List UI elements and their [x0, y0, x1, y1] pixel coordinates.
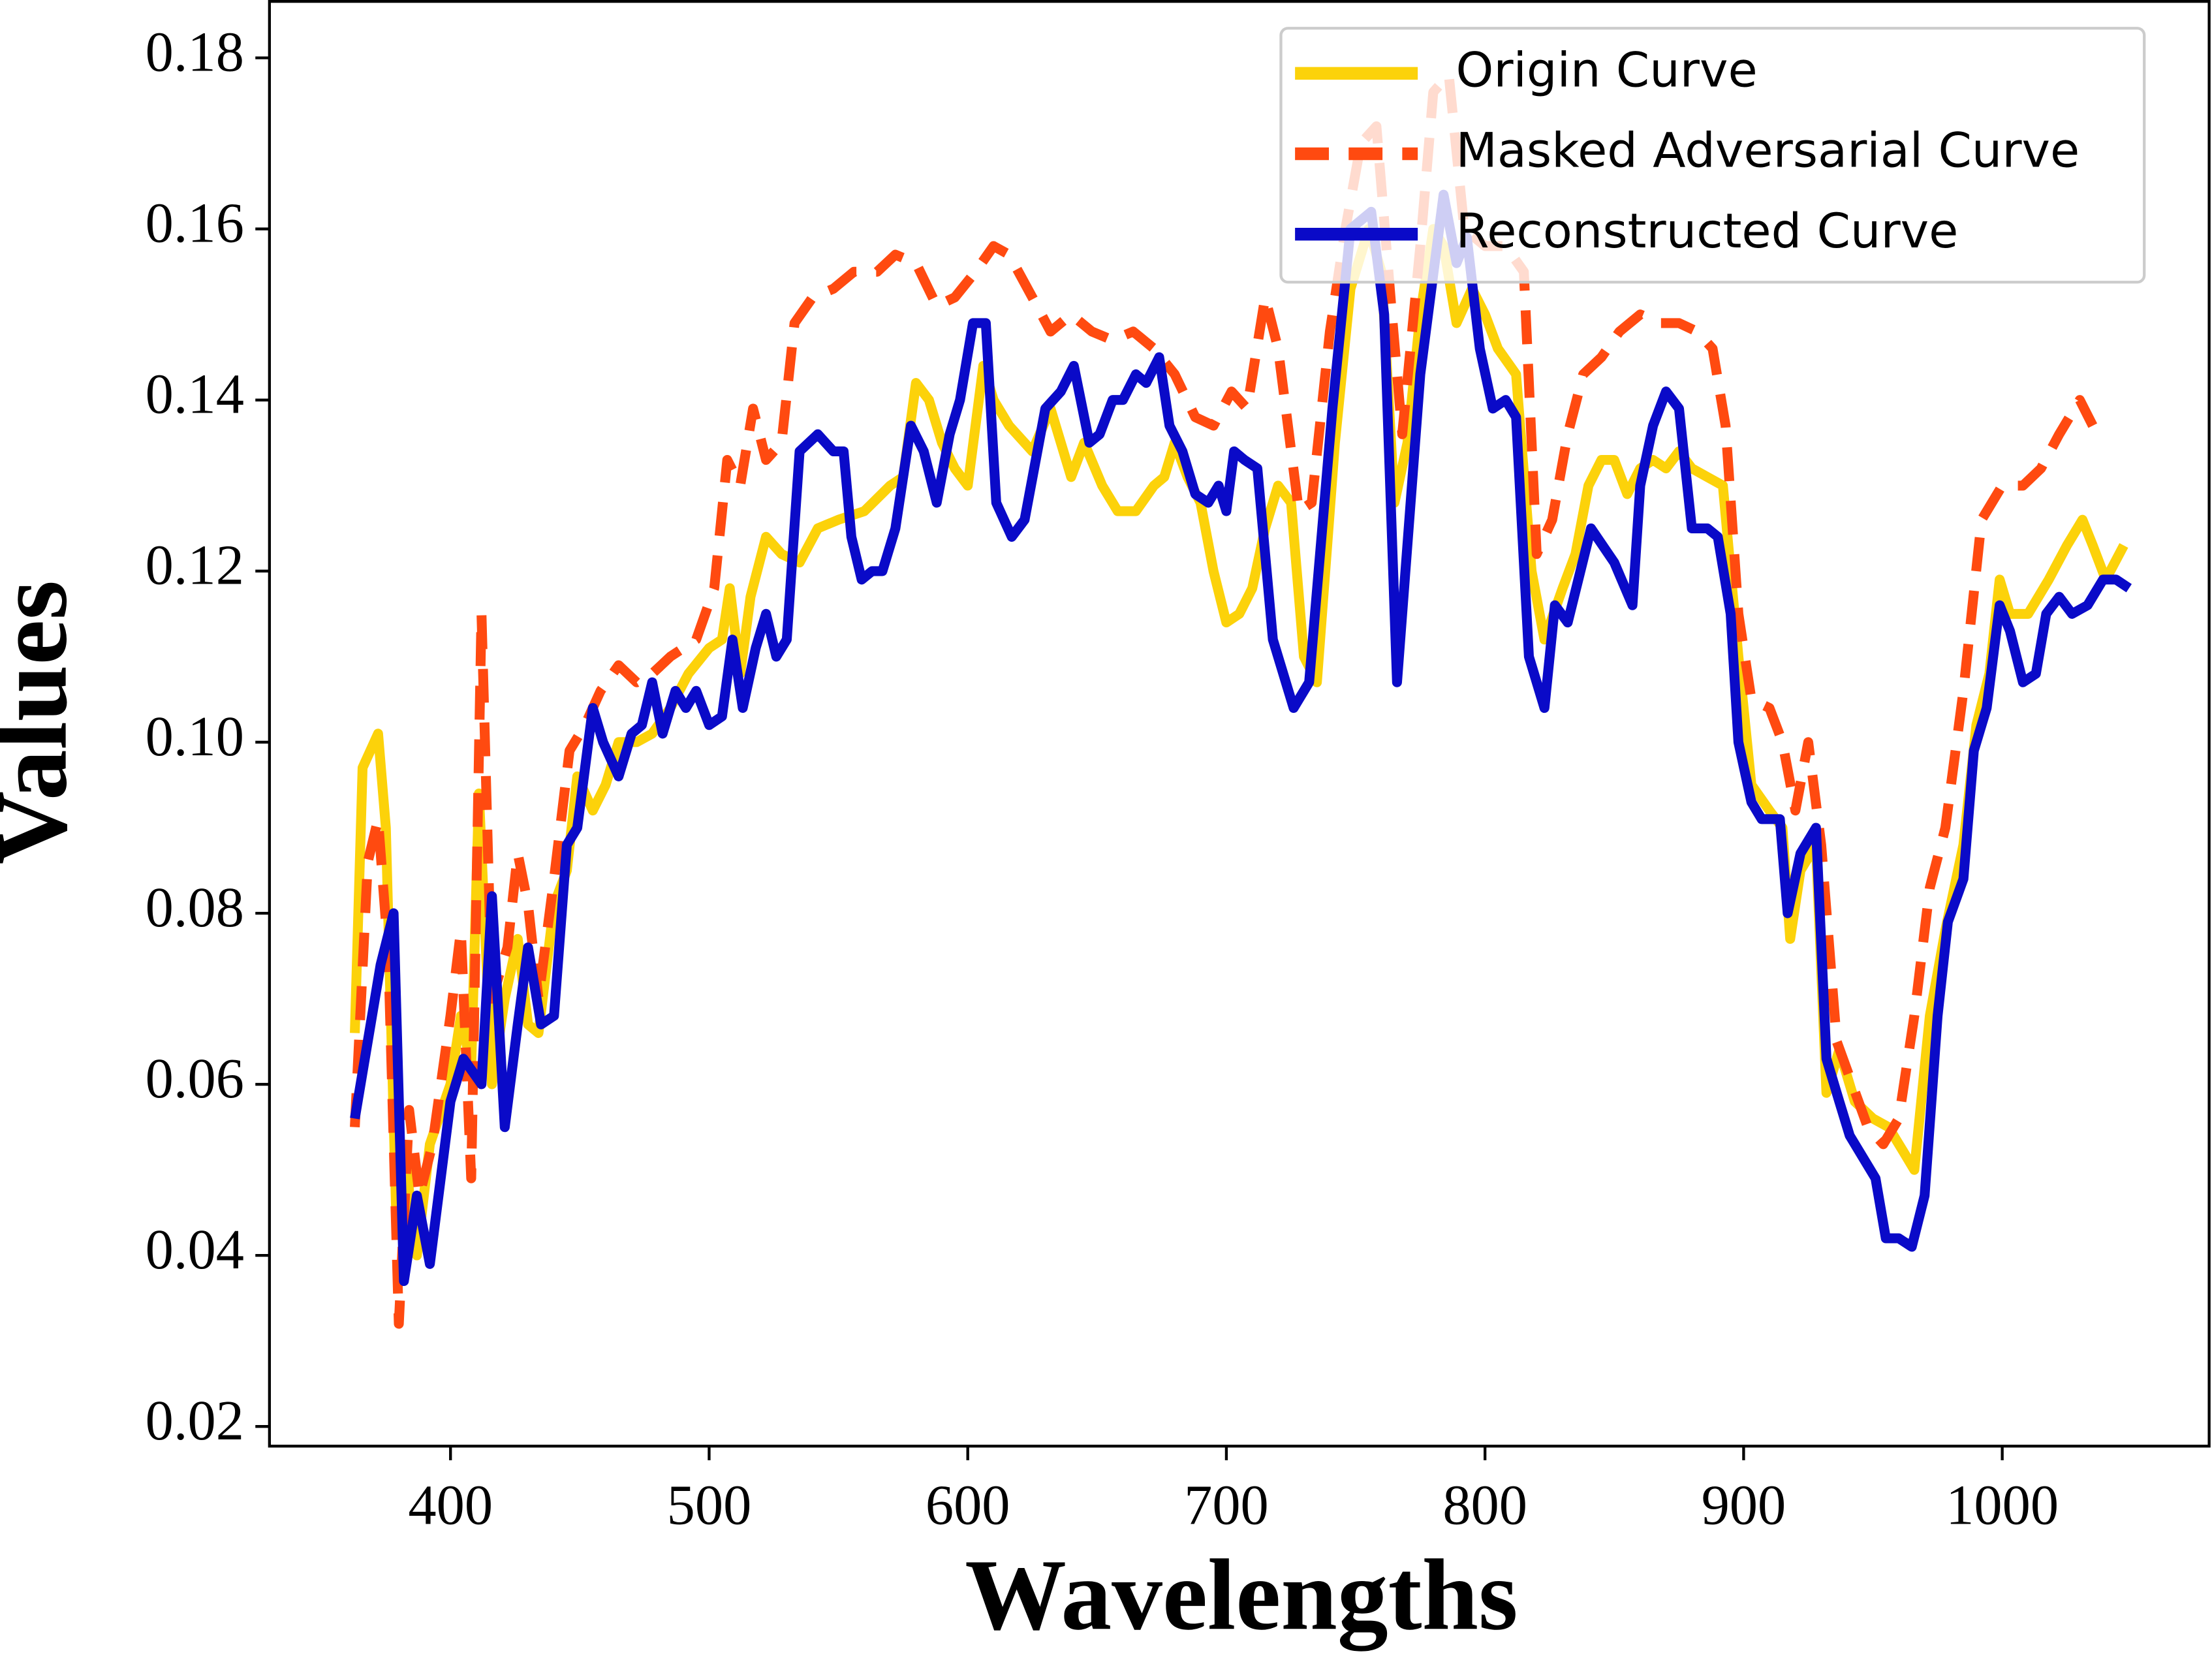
series-line	[350, 70, 2098, 1329]
x-tick-label: 400	[408, 1474, 493, 1537]
plot-frame	[268, 0, 2211, 1448]
x-tick-label: 700	[1184, 1474, 1269, 1537]
y-tick-label: 0.12	[146, 534, 244, 597]
x-tick-label: 600	[926, 1474, 1010, 1537]
x-tick-label: 1000	[1946, 1474, 2059, 1537]
y-tick-label: 0.08	[146, 876, 244, 939]
y-tick-label: 0.04	[146, 1218, 244, 1281]
y-tick-label: 0.10	[146, 705, 244, 768]
y-tick-label: 0.14	[146, 363, 244, 426]
y-tick-label: 0.18	[146, 20, 244, 83]
y-tick-label: 0.02	[146, 1389, 244, 1452]
legend: Origin Curve Masked Adversarial Curve Reco…	[1279, 27, 2146, 284]
x-tick-label: 800	[1442, 1474, 1527, 1537]
y-tick-label: 0.06	[146, 1047, 244, 1110]
series-line	[350, 189, 2132, 1287]
legend-label: Origin Curve	[1456, 42, 1758, 98]
legend-label: Masked Adversarial Curve	[1456, 123, 2080, 179]
x-tick-label: 500	[667, 1474, 752, 1537]
y-axis-label: Values	[0, 580, 88, 864]
x-axis-label: Wavelengths	[965, 1538, 1518, 1651]
legend-box	[1279, 27, 2146, 284]
plot-area	[350, 70, 2132, 1329]
legend-label: Reconstructed Curve	[1456, 204, 1959, 259]
x-tick-label: 900	[1702, 1474, 1786, 1537]
y-tick-label: 0.16	[146, 192, 244, 255]
